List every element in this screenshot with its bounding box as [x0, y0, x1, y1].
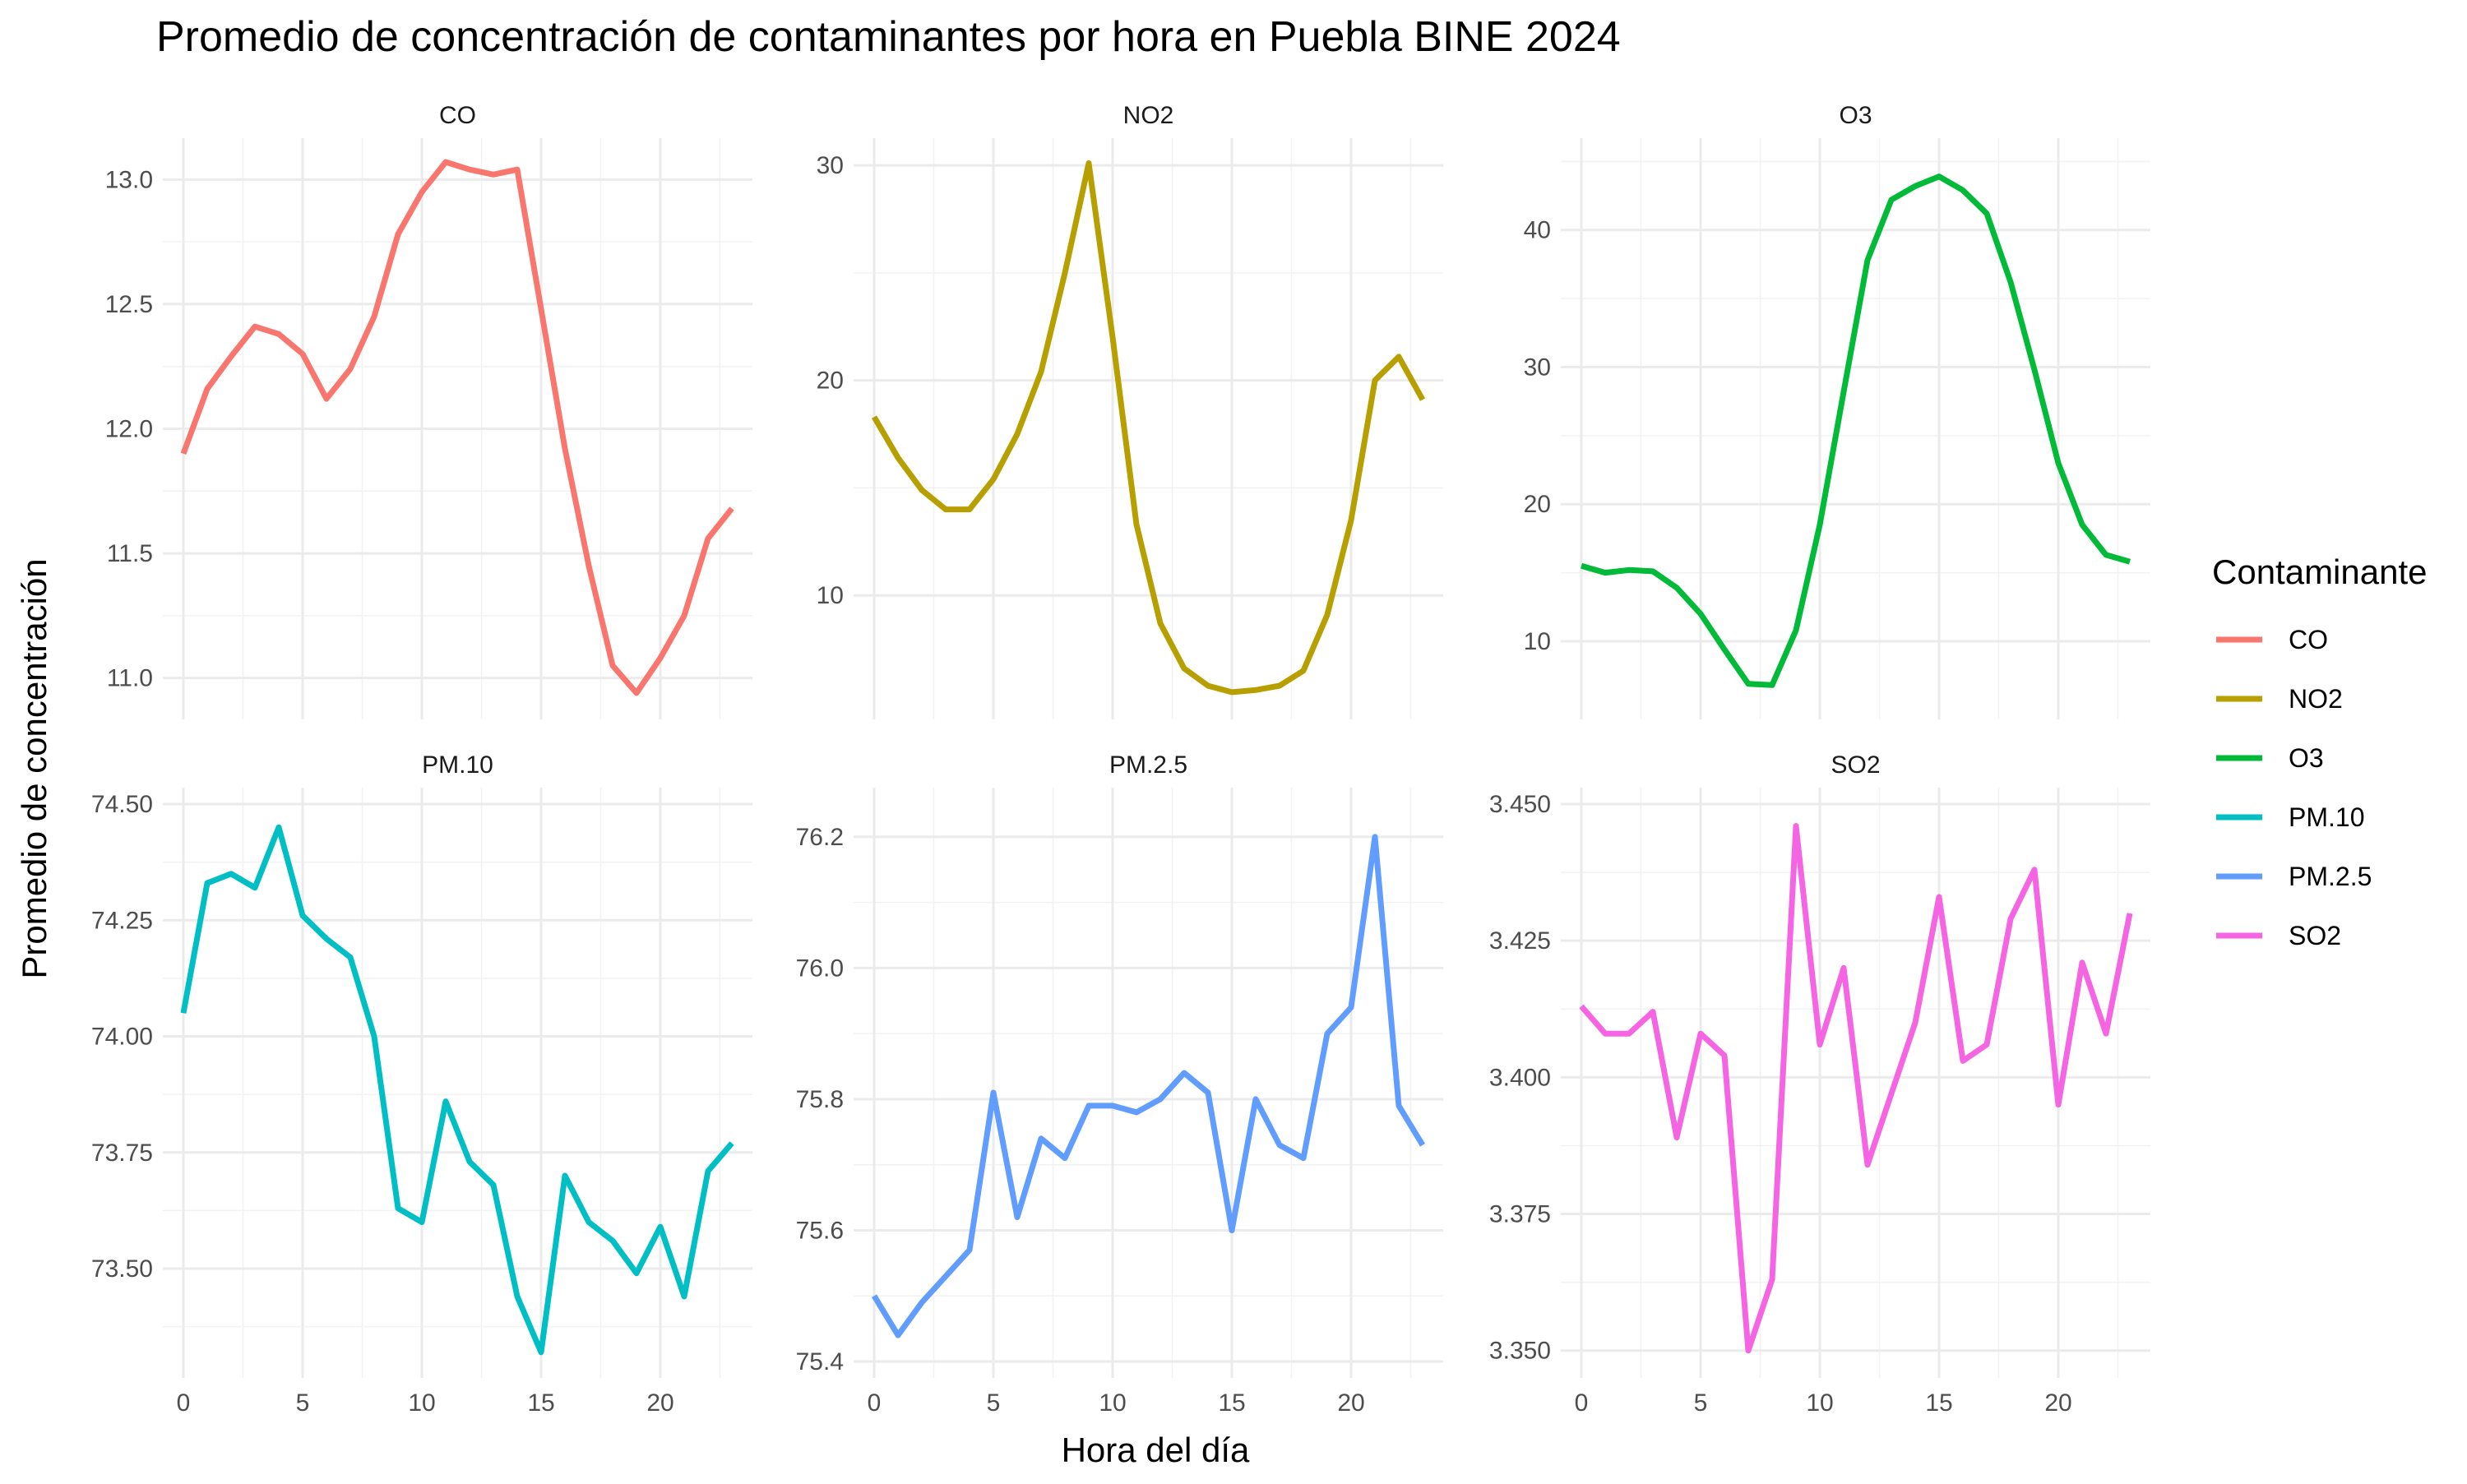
y-tick-label: 74.25 [91, 907, 153, 934]
series-line-no2 [871, 160, 1426, 696]
y-tick-label: 3.425 [1489, 927, 1551, 955]
series-line-o3 [1581, 173, 2131, 688]
legend: Contaminante CO NO2 O3 PM.10 PM.2.5 SO2 [2212, 552, 2428, 950]
y-tick-label: 75.8 [796, 1086, 844, 1113]
y-tick-label: 74.50 [91, 791, 153, 818]
y-tick-label: 76.2 [796, 824, 844, 851]
y-tick-label: 3.400 [1489, 1064, 1551, 1091]
y-tick-label: 76.0 [796, 955, 844, 982]
panel-o3: O3 10 20 30 40 [1524, 102, 2150, 719]
panel-co: CO 11.0 11.5 12.0 12.5 13.0 [105, 102, 752, 719]
y-tick-label: 3.350 [1489, 1338, 1551, 1365]
y-tick-label: 30 [1524, 354, 1551, 381]
x-tick-label: 0 [868, 1389, 882, 1417]
x-tick-label: 15 [1218, 1389, 1245, 1417]
x-axis-title: Hora del día [1062, 1431, 1250, 1469]
x-tick-label: 0 [177, 1389, 191, 1417]
legend-label: O3 [2289, 743, 2324, 773]
y-tick-label: 10 [817, 582, 844, 609]
y-tick-label: 40 [1524, 217, 1551, 244]
x-tick-label: 15 [527, 1389, 554, 1417]
panel-pm-10: PM.10 73.50 73.75 74.00 74.25 74.50 0 5 10 15 20 [91, 751, 752, 1417]
x-tick-label: 20 [646, 1389, 673, 1417]
y-tick-label: 73.75 [91, 1140, 153, 1167]
facet-strip-label: SO2 [1831, 751, 1880, 779]
x-tick-label: 20 [2044, 1389, 2071, 1417]
legend-label: PM.10 [2289, 802, 2364, 832]
x-tick-label: 5 [296, 1389, 310, 1417]
panel-so2: SO2 3.350 3.375 3.400 3.425 3.450 0 5 10 15 20 [1489, 751, 2150, 1417]
legend-label: CO [2289, 625, 2328, 654]
x-tick-label: 5 [1694, 1389, 1708, 1417]
facet-strip-label: O3 [1839, 102, 1872, 129]
legend-label: PM.2.5 [2289, 862, 2372, 891]
legend-title: Contaminante [2212, 552, 2428, 591]
y-tick-label: 73.50 [91, 1255, 153, 1283]
y-tick-label: 13.0 [105, 166, 153, 193]
y-tick-label: 20 [817, 368, 844, 395]
series-line-pm-2-5 [872, 834, 1425, 1338]
x-tick-label: 10 [1099, 1389, 1126, 1417]
panel-no2: NO2 10 20 30 [817, 102, 1443, 719]
facet-panels: CO 11.0 11.5 12.0 12.5 13.0 NO2 10 20 30 O3 10 20 30 4… [91, 102, 2150, 1417]
y-tick-label: 12.0 [105, 416, 153, 443]
legend-item: NO2 [2216, 684, 2343, 714]
legend-item: O3 [2216, 743, 2324, 773]
y-tick-label: 20 [1524, 491, 1551, 518]
series-line-so2 [1579, 823, 2133, 1354]
y-tick-label: 10 [1524, 628, 1551, 655]
y-tick-label: 30 [817, 152, 844, 179]
legend-item: PM.2.5 [2216, 862, 2372, 891]
y-tick-label: 3.450 [1489, 791, 1551, 818]
legend-label: SO2 [2289, 921, 2341, 950]
facet-strip-label: PM.2.5 [1109, 751, 1187, 779]
x-tick-label: 0 [1575, 1389, 1589, 1417]
x-tick-label: 20 [1337, 1389, 1364, 1417]
plot-title: Promedio de concentración de contaminant… [156, 13, 1621, 61]
x-tick-label: 10 [1806, 1389, 1833, 1417]
series-line-pm-10 [180, 824, 734, 1356]
y-tick-label: 75.4 [796, 1348, 844, 1375]
facet-strip-label: PM.10 [422, 751, 493, 779]
legend-item: SO2 [2216, 921, 2341, 950]
series-line-co [180, 159, 734, 696]
x-tick-label: 10 [408, 1389, 435, 1417]
y-tick-label: 75.6 [796, 1217, 844, 1244]
y-tick-label: 74.00 [91, 1024, 153, 1051]
facet-strip-label: CO [439, 102, 476, 129]
legend-item: PM.10 [2216, 802, 2364, 832]
panel-pm-2-5: PM.2.5 75.4 75.6 75.8 76.0 76.2 0 5 10 15 20 [796, 751, 1443, 1417]
legend-label: NO2 [2289, 684, 2343, 714]
legend-item: CO [2216, 625, 2328, 654]
y-tick-label: 11.0 [107, 665, 153, 692]
y-tick-label: 3.375 [1489, 1201, 1551, 1228]
facet-strip-label: NO2 [1123, 102, 1174, 129]
y-tick-label: 12.5 [105, 291, 153, 318]
x-tick-label: 15 [1925, 1389, 1952, 1417]
y-tick-label: 11.5 [107, 540, 153, 567]
y-axis-title: Promedio de concentración [15, 558, 53, 978]
x-tick-label: 5 [987, 1389, 1001, 1417]
